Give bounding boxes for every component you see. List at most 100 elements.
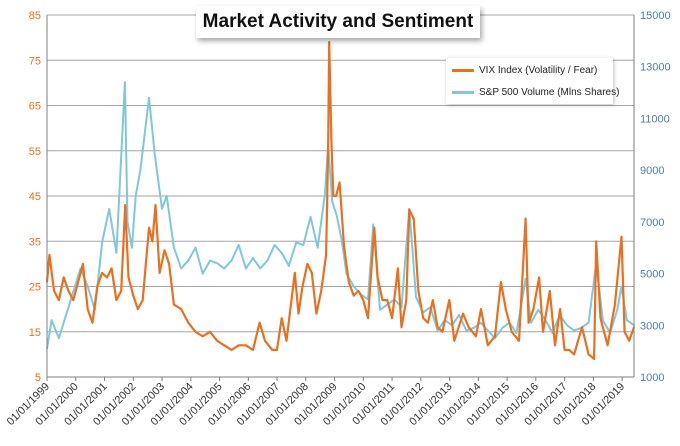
vix-point <box>72 299 75 301</box>
vix-point <box>293 272 296 274</box>
vix-point <box>187 321 190 324</box>
vix-point <box>148 226 150 229</box>
right-tick-label: 15000 <box>640 10 671 22</box>
vix-point <box>475 335 477 338</box>
vix-point <box>223 344 226 347</box>
vix-point <box>548 290 551 292</box>
volume-point <box>530 321 532 324</box>
vix-point <box>91 321 94 324</box>
volume-point <box>86 285 89 288</box>
vix-point <box>335 195 337 197</box>
vix-point <box>57 299 60 301</box>
vix-point <box>271 348 274 351</box>
volume-point <box>537 308 540 311</box>
vix-point <box>301 285 304 288</box>
volume-point <box>252 257 254 259</box>
vix-point <box>201 335 204 338</box>
volume-point <box>115 251 118 254</box>
vix-point <box>158 272 161 274</box>
vix-point <box>453 339 456 342</box>
vix-point <box>141 299 144 301</box>
volume-point <box>134 195 137 197</box>
vix-point <box>230 348 233 351</box>
left-tick-label: 15 <box>29 327 41 339</box>
volume-point <box>50 319 53 322</box>
volume-point <box>501 326 504 329</box>
vix-point <box>332 195 335 197</box>
vix-point <box>532 308 535 311</box>
vix-point <box>386 299 389 301</box>
vix-point <box>595 240 598 243</box>
vix-point <box>593 358 595 360</box>
volume-point <box>273 244 276 247</box>
volume-point <box>458 314 460 316</box>
vix-point <box>500 281 502 283</box>
vix-point <box>422 317 425 320</box>
vix-point <box>352 294 355 297</box>
right-tick-label: 7000 <box>640 217 664 229</box>
volume-point <box>65 314 68 316</box>
x-axis-ticks: 01/01/199901/01/200001/01/200101/01/2002… <box>5 377 627 428</box>
volume-point <box>331 200 334 203</box>
volume-point <box>266 259 269 262</box>
vix-point <box>628 339 631 342</box>
vix-point <box>216 339 219 342</box>
vix-point <box>163 249 166 252</box>
vix-point <box>173 303 175 306</box>
volume-line <box>46 81 635 349</box>
volume-point <box>259 267 262 270</box>
volume-point <box>601 319 604 322</box>
vix-point <box>338 181 341 184</box>
vix-point <box>264 339 266 342</box>
vix-point <box>53 290 55 292</box>
vix-point <box>310 272 313 274</box>
vix-point <box>373 226 376 229</box>
right-tick-label: 11000 <box>640 113 670 125</box>
volume-point <box>101 241 104 244</box>
vix-point <box>67 290 70 292</box>
volume-point <box>465 329 468 332</box>
vix-point <box>381 299 384 301</box>
volume-point <box>230 259 233 262</box>
vix-point <box>306 262 309 265</box>
volume-point <box>479 321 482 324</box>
vix-point <box>252 348 254 351</box>
volume-point <box>180 267 183 270</box>
left-tick-label: 55 <box>29 146 41 158</box>
vix-point <box>330 136 333 139</box>
left-tick-label: 85 <box>29 10 41 22</box>
volume-point <box>340 239 343 241</box>
vix-point <box>367 317 369 320</box>
right-axis-ticks: 1000 3000 5000 7000 9000 11000 13000 15000 <box>640 10 671 384</box>
volume-point <box>72 290 75 293</box>
vix-point <box>101 272 104 274</box>
volume-point <box>309 215 312 218</box>
volume-point <box>625 319 628 322</box>
vix-point <box>237 344 240 347</box>
vix-point <box>124 204 127 206</box>
vix-point <box>48 253 51 256</box>
vix-point <box>613 303 616 306</box>
right-tick-label: 5000 <box>640 269 664 281</box>
vix-point <box>427 321 429 324</box>
vix-point <box>606 344 609 347</box>
vix-point <box>244 344 247 347</box>
vix-point <box>297 312 300 315</box>
vix-point <box>151 240 154 243</box>
vix-point <box>448 299 451 301</box>
left-tick-label: 35 <box>29 236 41 248</box>
vix-point <box>563 348 566 351</box>
volume-point <box>237 244 240 247</box>
legend-swatch-volume <box>452 90 474 94</box>
vix-point <box>623 330 626 333</box>
volume-point <box>108 208 111 210</box>
vix-point <box>327 149 329 152</box>
chart-title: Market Activity and Sentiment <box>196 6 480 38</box>
volume-point <box>324 192 326 195</box>
vix-point <box>518 339 520 342</box>
volume-point <box>173 246 175 249</box>
volume-point <box>223 267 226 270</box>
volume-point <box>57 337 60 340</box>
vix-point <box>376 276 379 279</box>
volume-point <box>209 259 211 262</box>
